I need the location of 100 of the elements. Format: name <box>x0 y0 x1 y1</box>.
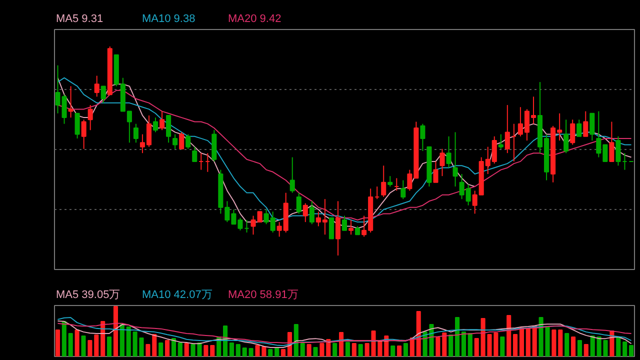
bar <box>229 342 234 356</box>
candlestick <box>348 219 354 236</box>
bar <box>571 336 576 356</box>
bar <box>629 345 634 356</box>
bar <box>526 328 530 356</box>
bar <box>326 339 331 356</box>
bar <box>146 344 150 356</box>
bar <box>184 343 189 356</box>
bar <box>468 333 472 356</box>
text: MA20 9.42 <box>228 12 282 27</box>
candlestick <box>133 123 138 144</box>
candlestick <box>186 134 191 150</box>
bar <box>100 321 106 356</box>
bar <box>436 337 440 356</box>
bar <box>474 338 479 356</box>
bar <box>178 342 182 356</box>
bar <box>590 336 595 356</box>
candlestick <box>335 200 341 256</box>
candlestick <box>576 119 582 137</box>
bar <box>397 346 402 356</box>
candlestick <box>309 200 314 225</box>
candlestick <box>420 123 426 152</box>
bar <box>410 338 414 356</box>
bar <box>158 342 164 356</box>
candlestick <box>609 121 614 162</box>
bar <box>513 334 518 356</box>
candlestick <box>81 119 86 150</box>
candlestick <box>504 104 510 154</box>
candlestick <box>290 156 295 194</box>
bar <box>616 336 621 356</box>
candlestick <box>433 160 438 183</box>
bar <box>442 332 447 356</box>
bar <box>390 346 396 356</box>
bar <box>313 347 318 356</box>
bar <box>204 345 208 356</box>
bar <box>74 330 80 356</box>
candlestick <box>172 134 178 150</box>
bar <box>306 344 312 356</box>
candlestick <box>564 119 569 154</box>
bar <box>120 324 124 356</box>
text: MA10 42.07万 <box>142 288 212 303</box>
candlestick <box>94 75 100 98</box>
bar <box>461 332 466 356</box>
bar <box>242 348 247 356</box>
bar <box>448 334 454 356</box>
bar <box>248 348 254 356</box>
candlestick <box>179 132 184 150</box>
candlestick <box>152 117 158 133</box>
bar <box>300 343 305 356</box>
candlestick <box>590 112 595 142</box>
bar <box>532 326 537 356</box>
candlestick <box>100 86 106 104</box>
bar <box>358 344 363 356</box>
bar <box>558 330 563 356</box>
candlestick <box>452 132 458 188</box>
candlestick <box>440 148 445 177</box>
bar <box>519 328 524 356</box>
bar <box>68 333 73 356</box>
bar <box>94 334 99 356</box>
bar <box>81 336 86 356</box>
bar <box>577 340 582 356</box>
series-label: MA5 39.05万 <box>56 288 120 303</box>
text: MA5 9.31 <box>56 12 104 27</box>
bar <box>236 344 240 356</box>
bar <box>339 332 344 356</box>
bar <box>506 315 512 356</box>
bar <box>268 349 273 356</box>
bar <box>403 343 408 356</box>
bar <box>152 334 157 356</box>
candlestick <box>166 114 172 144</box>
candlestick <box>68 86 74 118</box>
bar <box>345 342 350 356</box>
candlestick <box>192 146 198 162</box>
candlestick <box>381 165 386 198</box>
candlestick <box>400 180 406 200</box>
candlestick <box>498 134 504 150</box>
bar <box>352 343 356 356</box>
bar <box>500 336 505 356</box>
bar <box>126 326 131 356</box>
candlestick <box>446 136 452 168</box>
candlestick <box>388 176 393 188</box>
bar <box>622 342 628 356</box>
bar <box>584 344 588 356</box>
candlestick <box>342 215 348 231</box>
candlestick <box>570 119 576 146</box>
bar <box>332 343 338 356</box>
candlestick <box>88 104 93 131</box>
bar <box>294 324 298 356</box>
candlestick <box>74 112 80 139</box>
bar <box>113 306 118 356</box>
text: MA20 58.91万 <box>228 288 298 303</box>
bar <box>165 340 170 356</box>
candlestick <box>583 110 588 137</box>
candlestick <box>296 192 302 214</box>
bar <box>320 343 324 356</box>
candlestick <box>302 202 308 223</box>
bar <box>88 340 92 356</box>
candlestick <box>616 136 621 166</box>
bar <box>274 347 280 356</box>
bar <box>62 321 66 356</box>
